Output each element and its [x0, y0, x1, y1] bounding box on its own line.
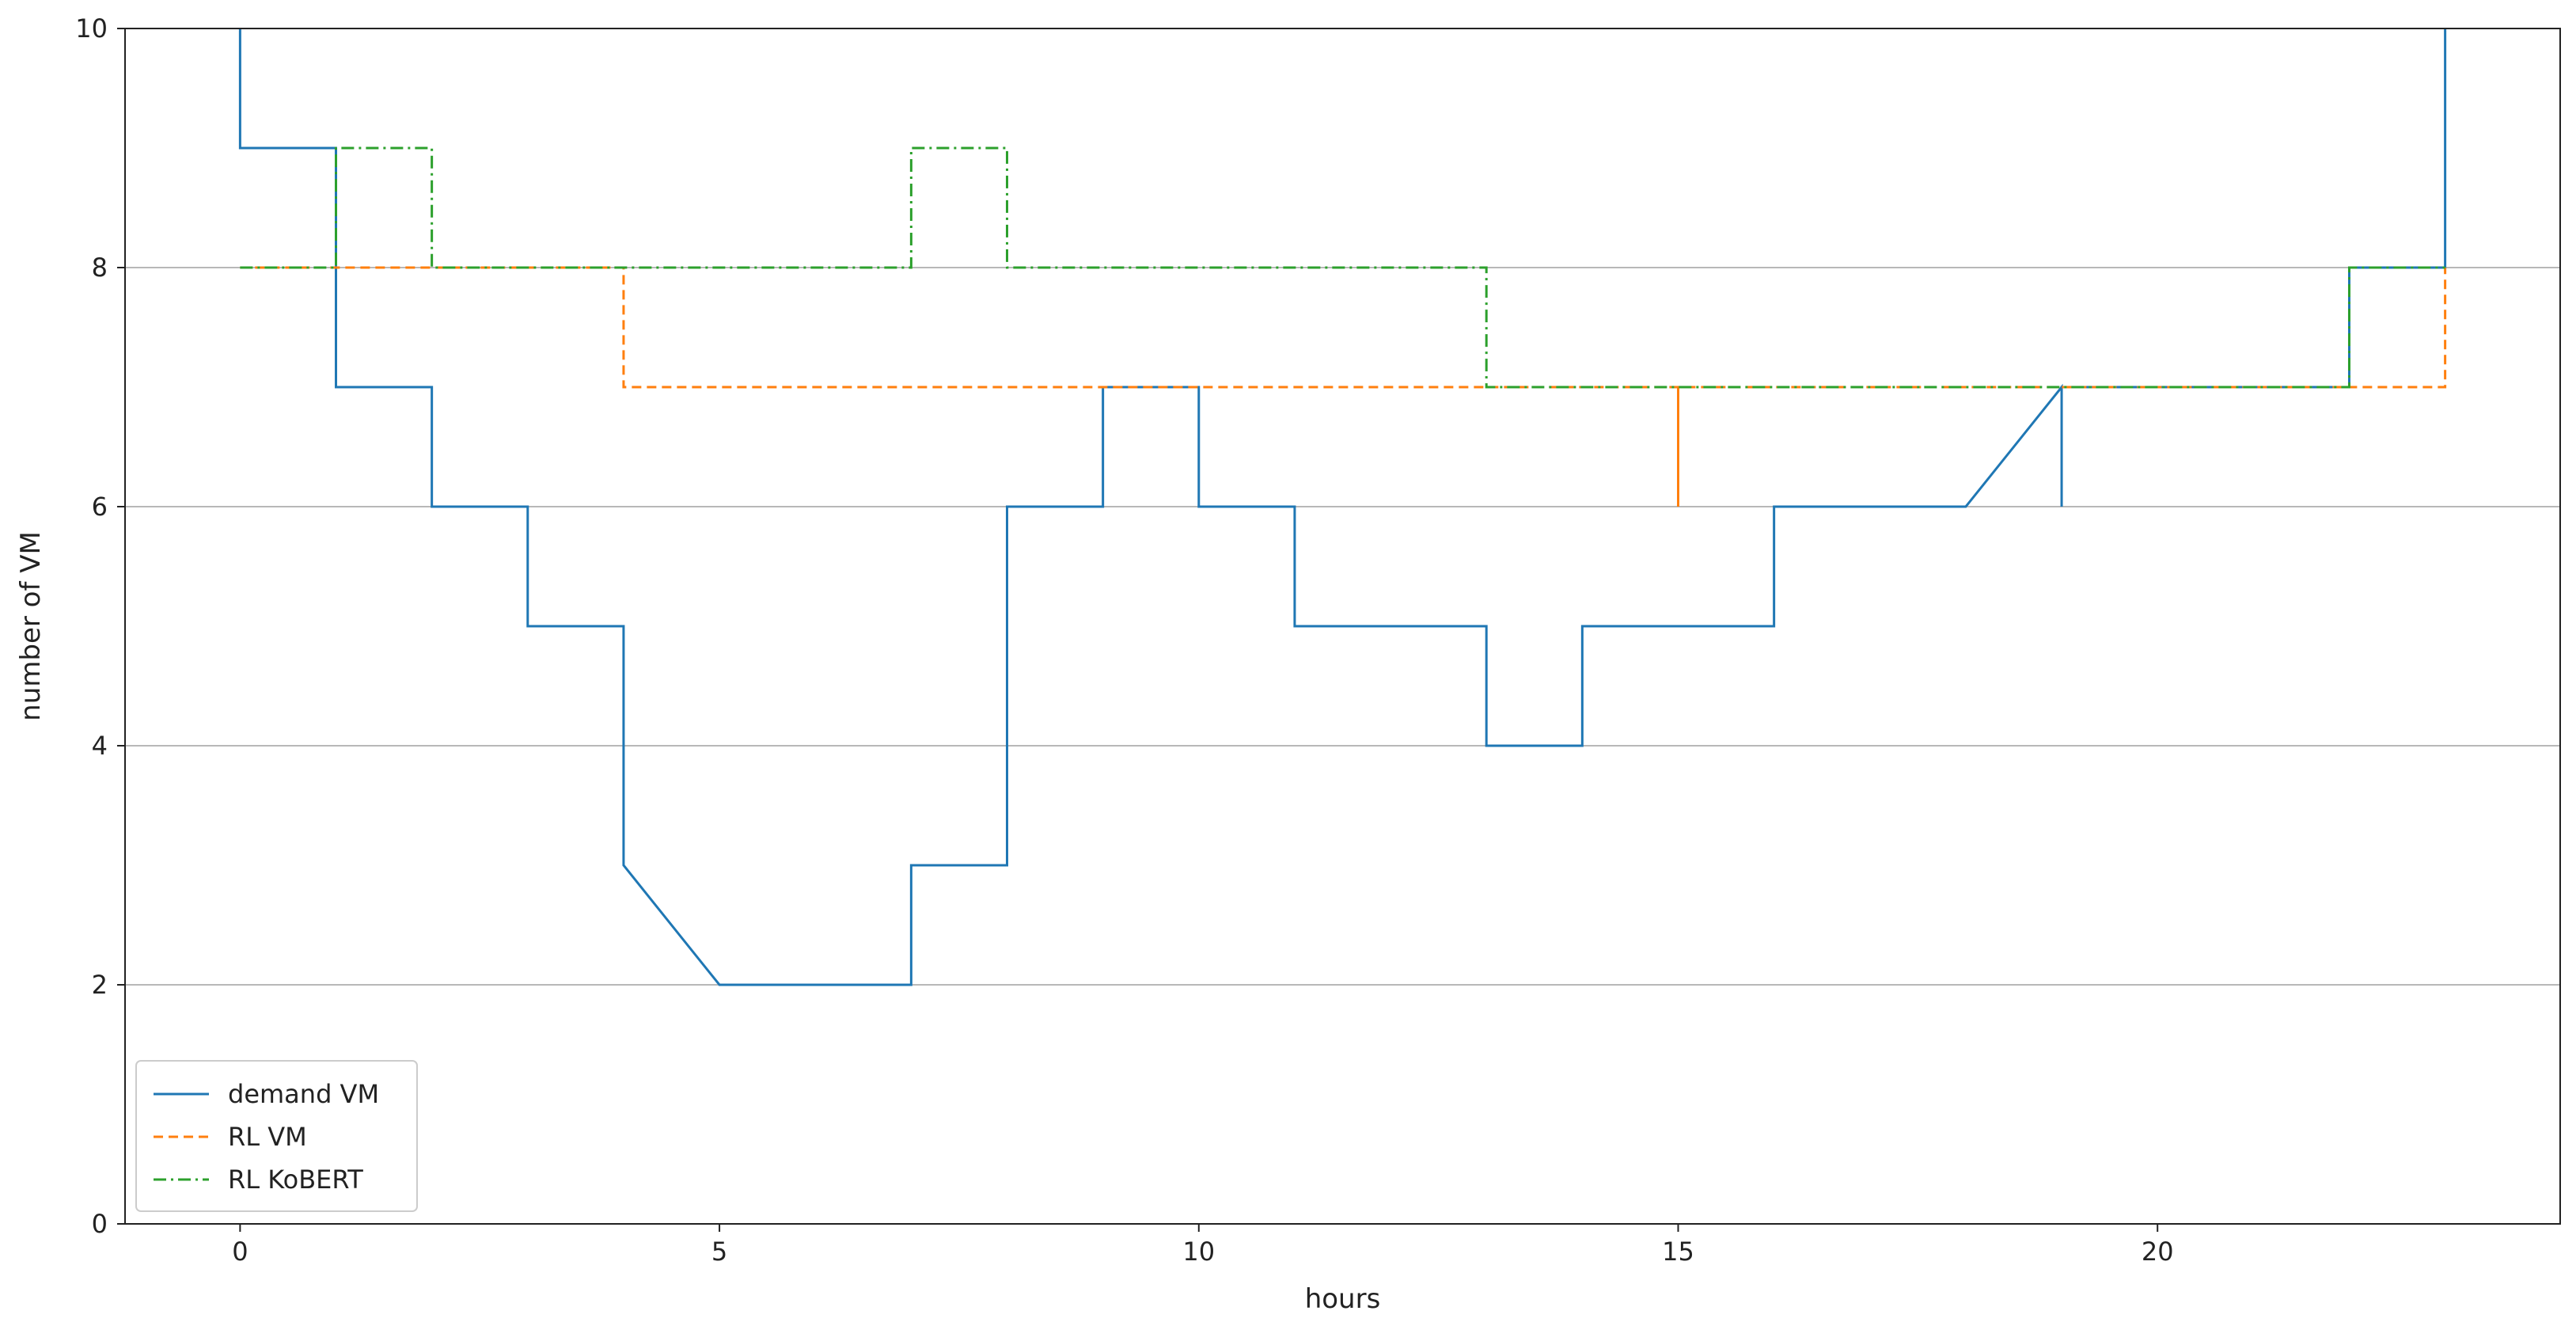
- legend-box: [135, 1060, 418, 1212]
- axis-ticks: 0 5 10 15 20 0 2 4 6 8 10: [75, 13, 2173, 1267]
- y-tick-label-0: 0: [92, 1209, 108, 1239]
- y-tick-label-10: 10: [75, 13, 108, 44]
- y-tick-label-2: 2: [92, 970, 108, 1000]
- series-line-rl-kobert: [240, 146, 2445, 389]
- x-tick-label-5: 5: [711, 1237, 727, 1267]
- legend-label-rl-kobert: RL KoBERT: [228, 1165, 363, 1195]
- y-tick-label-8: 8: [92, 253, 108, 283]
- legend-label-rl-vm: RL VM: [228, 1122, 307, 1152]
- plot-frame: [124, 28, 2561, 1225]
- y-axis-label: number of VM: [15, 531, 47, 721]
- series-line-rl-vm: [240, 266, 2447, 507]
- x-axis-label: hours: [1305, 1283, 1381, 1315]
- x-tick-label-0: 0: [232, 1237, 248, 1267]
- y-tick-label-4: 4: [92, 731, 108, 761]
- x-tick-label-20: 20: [2142, 1237, 2174, 1267]
- legend-label-demand-vm: demand VM: [228, 1079, 379, 1109]
- x-tick-label-10: 10: [1182, 1237, 1215, 1267]
- legend: demand VM RL VM RL KoBERT: [135, 1060, 418, 1212]
- series-group: [238, 28, 2447, 986]
- series-line-demand-vm: [238, 28, 2447, 986]
- y-tick-label-6: 6: [92, 492, 108, 522]
- x-tick-label-15: 15: [1662, 1237, 1694, 1267]
